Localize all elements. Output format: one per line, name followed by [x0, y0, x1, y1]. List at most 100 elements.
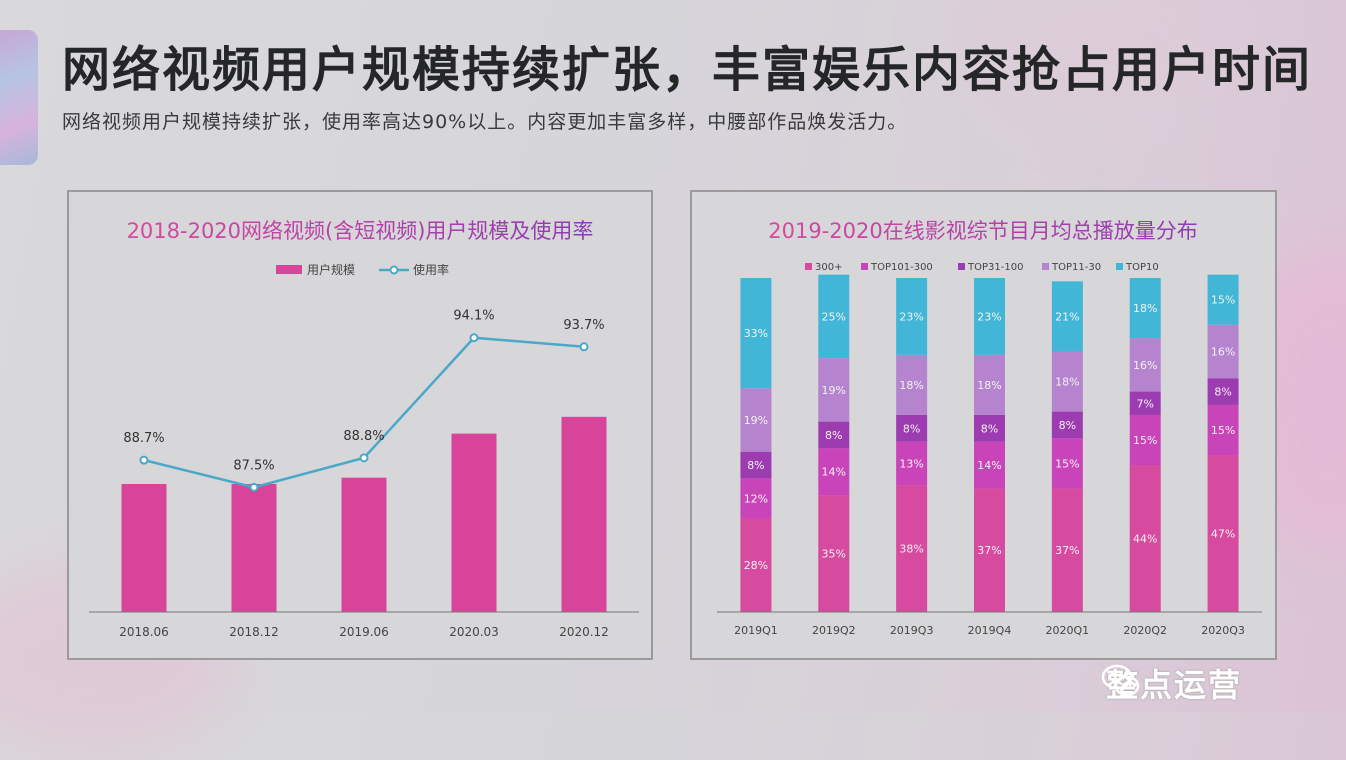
data-label: 23%	[899, 310, 923, 323]
data-label: 13%	[899, 457, 923, 470]
line-point	[469, 333, 479, 343]
data-label: 33%	[744, 327, 768, 340]
header-decoration	[0, 30, 38, 165]
stack-segment	[818, 495, 850, 612]
stack-segment	[818, 274, 850, 359]
data-label: 28%	[744, 559, 768, 572]
data-label: 25%	[822, 310, 846, 323]
legend-marker-line	[389, 265, 399, 275]
stack-segment	[1051, 351, 1083, 412]
bar	[341, 477, 387, 612]
brand-logo: 整点运营	[1100, 660, 1242, 706]
legend-swatch	[958, 263, 965, 270]
stack-segment	[1051, 411, 1083, 439]
stack-segment	[896, 485, 928, 612]
x-tick-label: 2020Q2	[1123, 624, 1167, 637]
data-label: 21%	[1055, 310, 1079, 323]
data-label: 19%	[744, 414, 768, 427]
data-label: 37%	[977, 544, 1001, 557]
stack-segment	[740, 478, 772, 519]
x-tick-label: 2019Q4	[968, 624, 1012, 637]
stack-segment	[818, 448, 850, 496]
stack-segment	[740, 518, 772, 612]
legend-swatch	[1042, 263, 1049, 270]
chart-title: 2019-2020在线影视综节目月均总播放量分布	[768, 219, 1197, 243]
x-tick-label: 2019Q3	[890, 624, 934, 637]
bar	[121, 483, 167, 612]
data-label: 47%	[1211, 528, 1235, 541]
stack-segment	[1129, 391, 1161, 415]
data-label: 94.1%	[453, 309, 494, 324]
data-label: 44%	[1133, 533, 1157, 546]
legend-label: TOP11-30	[1051, 262, 1101, 273]
data-label: 15%	[1133, 434, 1157, 447]
line-point	[139, 455, 149, 465]
playback-distribution-chart-panel: 2019-2020在线影视综节目月均总播放量分布 300+ TOP101-300 TO…	[690, 190, 1277, 660]
stack-segment	[1207, 274, 1239, 325]
legend-label: TOP31-100	[967, 262, 1023, 273]
stack-segment	[1207, 324, 1239, 379]
bar	[451, 433, 497, 612]
wechat-icon	[1101, 664, 1140, 697]
legend-label: TOP101-300	[870, 262, 933, 273]
data-label: 18%	[899, 379, 923, 392]
data-label: 12%	[744, 492, 768, 505]
stack-segment	[1207, 404, 1239, 456]
stack-segment	[1051, 438, 1083, 489]
stack-segment	[818, 358, 850, 422]
stack-segment	[1051, 488, 1083, 612]
data-label: 8%	[981, 422, 998, 435]
stack-segment	[974, 278, 1005, 355]
data-label: 8%	[825, 429, 842, 442]
data-label: 18%	[1055, 376, 1079, 389]
x-tick-label: 2018.12	[229, 625, 279, 639]
page-subtitle: 网络视频用户规模持续扩张，使用率高达90%以上。内容更加丰富多样，中腰部作品焕发…	[62, 111, 908, 133]
line-point	[249, 482, 259, 492]
x-tick-label: 2020.03	[449, 625, 499, 639]
stack-segment	[974, 414, 1005, 442]
stack-segment	[896, 354, 928, 415]
page-title: 网络视频用户规模持续扩张，丰富娱乐内容抢占用户时间	[62, 42, 1313, 98]
user-scale-chart-panel: 2018-2020网络视频(含短视频)用户规模及使用率 用户规模 使用率 2018.0…	[67, 190, 653, 660]
legend-label-line: 使用率	[413, 262, 449, 277]
legend-swatch	[1116, 263, 1123, 270]
data-label: 8%	[747, 459, 764, 472]
data-label: 93.7%	[563, 318, 604, 333]
stack-segment	[1207, 378, 1239, 405]
stack-segment	[740, 278, 772, 389]
data-label: 38%	[899, 543, 923, 556]
x-tick-label: 2020Q3	[1201, 624, 1245, 637]
x-tick-label: 2019.06	[339, 625, 389, 639]
data-label: 8%	[903, 422, 920, 435]
stack-segment	[740, 388, 772, 452]
stack-segment	[1129, 338, 1161, 392]
data-label: 19%	[822, 384, 846, 397]
stack-segment	[974, 441, 1005, 489]
playback-distribution-chart: 2019-2020在线影视综节目月均总播放量分布 300+ TOP101-300 TO…	[717, 219, 1262, 637]
legend-label: TOP10	[1125, 262, 1159, 273]
data-label: 8%	[1059, 419, 1076, 432]
data-label: 18%	[1133, 302, 1157, 315]
data-label: 16%	[1133, 359, 1157, 372]
data-label: 88.8%	[343, 429, 384, 444]
stack-segment	[740, 451, 772, 479]
legend-swatch	[861, 263, 868, 270]
data-label: 14%	[822, 466, 846, 479]
data-label: 23%	[977, 310, 1001, 323]
data-label: 15%	[1211, 424, 1235, 437]
data-label: 7%	[1136, 397, 1153, 410]
x-tick-label: 2018.06	[119, 625, 169, 639]
stack-segment	[896, 441, 928, 486]
stack-segment	[1051, 281, 1083, 352]
x-tick-label: 2019Q1	[734, 624, 778, 637]
data-label: 87.5%	[233, 458, 274, 473]
bar	[561, 416, 607, 612]
legend-label-bars: 用户规模	[307, 262, 355, 277]
stack-segment	[1129, 465, 1161, 612]
stack-segment	[896, 414, 928, 442]
data-label: 16%	[1211, 345, 1235, 358]
stack-segment	[1207, 455, 1239, 612]
data-label: 37%	[1055, 544, 1079, 557]
legend-swatch	[805, 263, 812, 270]
legend-swatch-bars	[276, 265, 302, 274]
